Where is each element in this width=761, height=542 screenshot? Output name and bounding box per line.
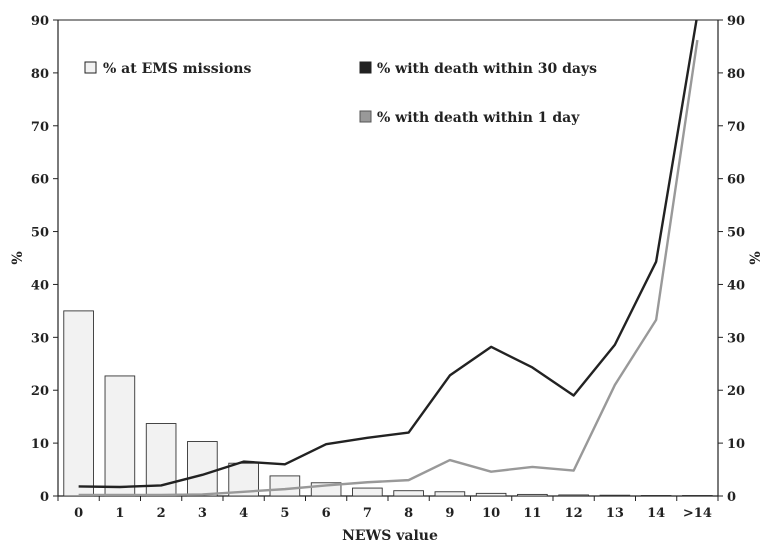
legend-label-death-30d: % with death within 30 days: [377, 61, 597, 77]
bar-ems: [63, 310, 94, 497]
x-tick-label: 10: [482, 506, 500, 521]
y-tick-label-left: 70: [31, 120, 49, 135]
x-tick-label: 14: [647, 506, 665, 521]
x-tick-label: 4: [239, 506, 248, 521]
y-tick-label-right: 20: [727, 384, 745, 399]
y-tick-label-left: 0: [40, 490, 49, 505]
y-tick-label-right: 70: [727, 120, 745, 135]
line-death-30d: [78, 20, 698, 489]
bar-ems: [558, 494, 589, 497]
x-tick-label: 5: [280, 506, 289, 521]
legend-label-ems: % at EMS missions: [103, 61, 251, 77]
x-tick-label: 13: [606, 506, 624, 521]
y-tick-label-left: 80: [31, 67, 49, 82]
bar-ems: [352, 487, 383, 497]
x-tick-label: 2: [157, 506, 166, 521]
legend: % at EMS missions % with death within 30…: [84, 61, 597, 126]
bar-ems: [682, 495, 713, 497]
y-tick-label-left: 10: [31, 437, 49, 452]
legend-swatch-death-1d: [359, 110, 372, 123]
x-tick-label: 11: [523, 506, 541, 521]
x-tick-label: 0: [74, 506, 83, 521]
bar-ems: [517, 493, 548, 497]
y-tick-label-right: 80: [727, 67, 745, 82]
y-axis-left: 0 10 20 30 40 50 60 70 80 90: [31, 14, 58, 505]
y-axis-label-right: %: [748, 251, 761, 264]
y-tick-label-left: 30: [31, 331, 49, 346]
bars-group: [63, 310, 713, 497]
lines-group: [78, 20, 699, 496]
bar-ems: [475, 492, 507, 497]
x-axis-label: NEWS value: [342, 528, 438, 542]
bar-ems: [104, 375, 136, 497]
legend-swatch-ems: [84, 61, 97, 74]
y-tick-label-right: 30: [727, 331, 745, 346]
y-tick-label-left: 40: [31, 278, 49, 293]
line-death-1d: [78, 39, 699, 496]
x-tick-label: 6: [322, 506, 331, 521]
y-axis-right: 0 10 20 30 40 50 60 70 80 90: [718, 14, 745, 505]
y-tick-label-right: 10: [727, 437, 745, 452]
x-tick-label: 7: [363, 506, 372, 521]
bar-ems: [599, 494, 631, 497]
legend-item-ems: % at EMS missions: [84, 61, 251, 77]
x-tick-label: 1: [115, 506, 124, 521]
x-tick-label: 12: [565, 506, 583, 521]
bar-ems: [269, 475, 301, 497]
y-axis-label-left: %: [10, 251, 26, 264]
y-tick-label-left: 90: [31, 14, 49, 29]
y-tick-label-left: 20: [31, 384, 49, 399]
bar-ems: [393, 490, 424, 497]
x-tick-label: 9: [445, 506, 454, 521]
y-tick-label-right: 50: [727, 226, 745, 241]
legend-label-death-1d: % with death within 1 day: [377, 110, 580, 126]
y-tick-label-right: 60: [727, 173, 745, 188]
x-tick-label: >14: [683, 506, 712, 521]
bar-ems: [187, 441, 218, 497]
legend-item-death-1d: % with death within 1 day: [359, 110, 580, 126]
x-tick-label: 8: [404, 506, 413, 521]
y-tick-label-right: 0: [727, 490, 736, 505]
y-tick-label-left: 60: [31, 173, 49, 188]
x-tick-label: 3: [198, 506, 207, 521]
legend-swatch-death-30d: [359, 61, 372, 74]
x-axis: 0 1 2 3 4 5 6 7 8 9 10 11 12 13 14 >14: [57, 496, 719, 521]
y-tick-label-left: 50: [31, 226, 49, 241]
legend-item-death-30d: % with death within 30 days: [359, 61, 597, 77]
y-tick-label-right: 90: [727, 14, 745, 29]
y-tick-label-right: 40: [727, 278, 745, 293]
bar-ems: [434, 491, 466, 497]
bar-ems: [640, 495, 672, 497]
